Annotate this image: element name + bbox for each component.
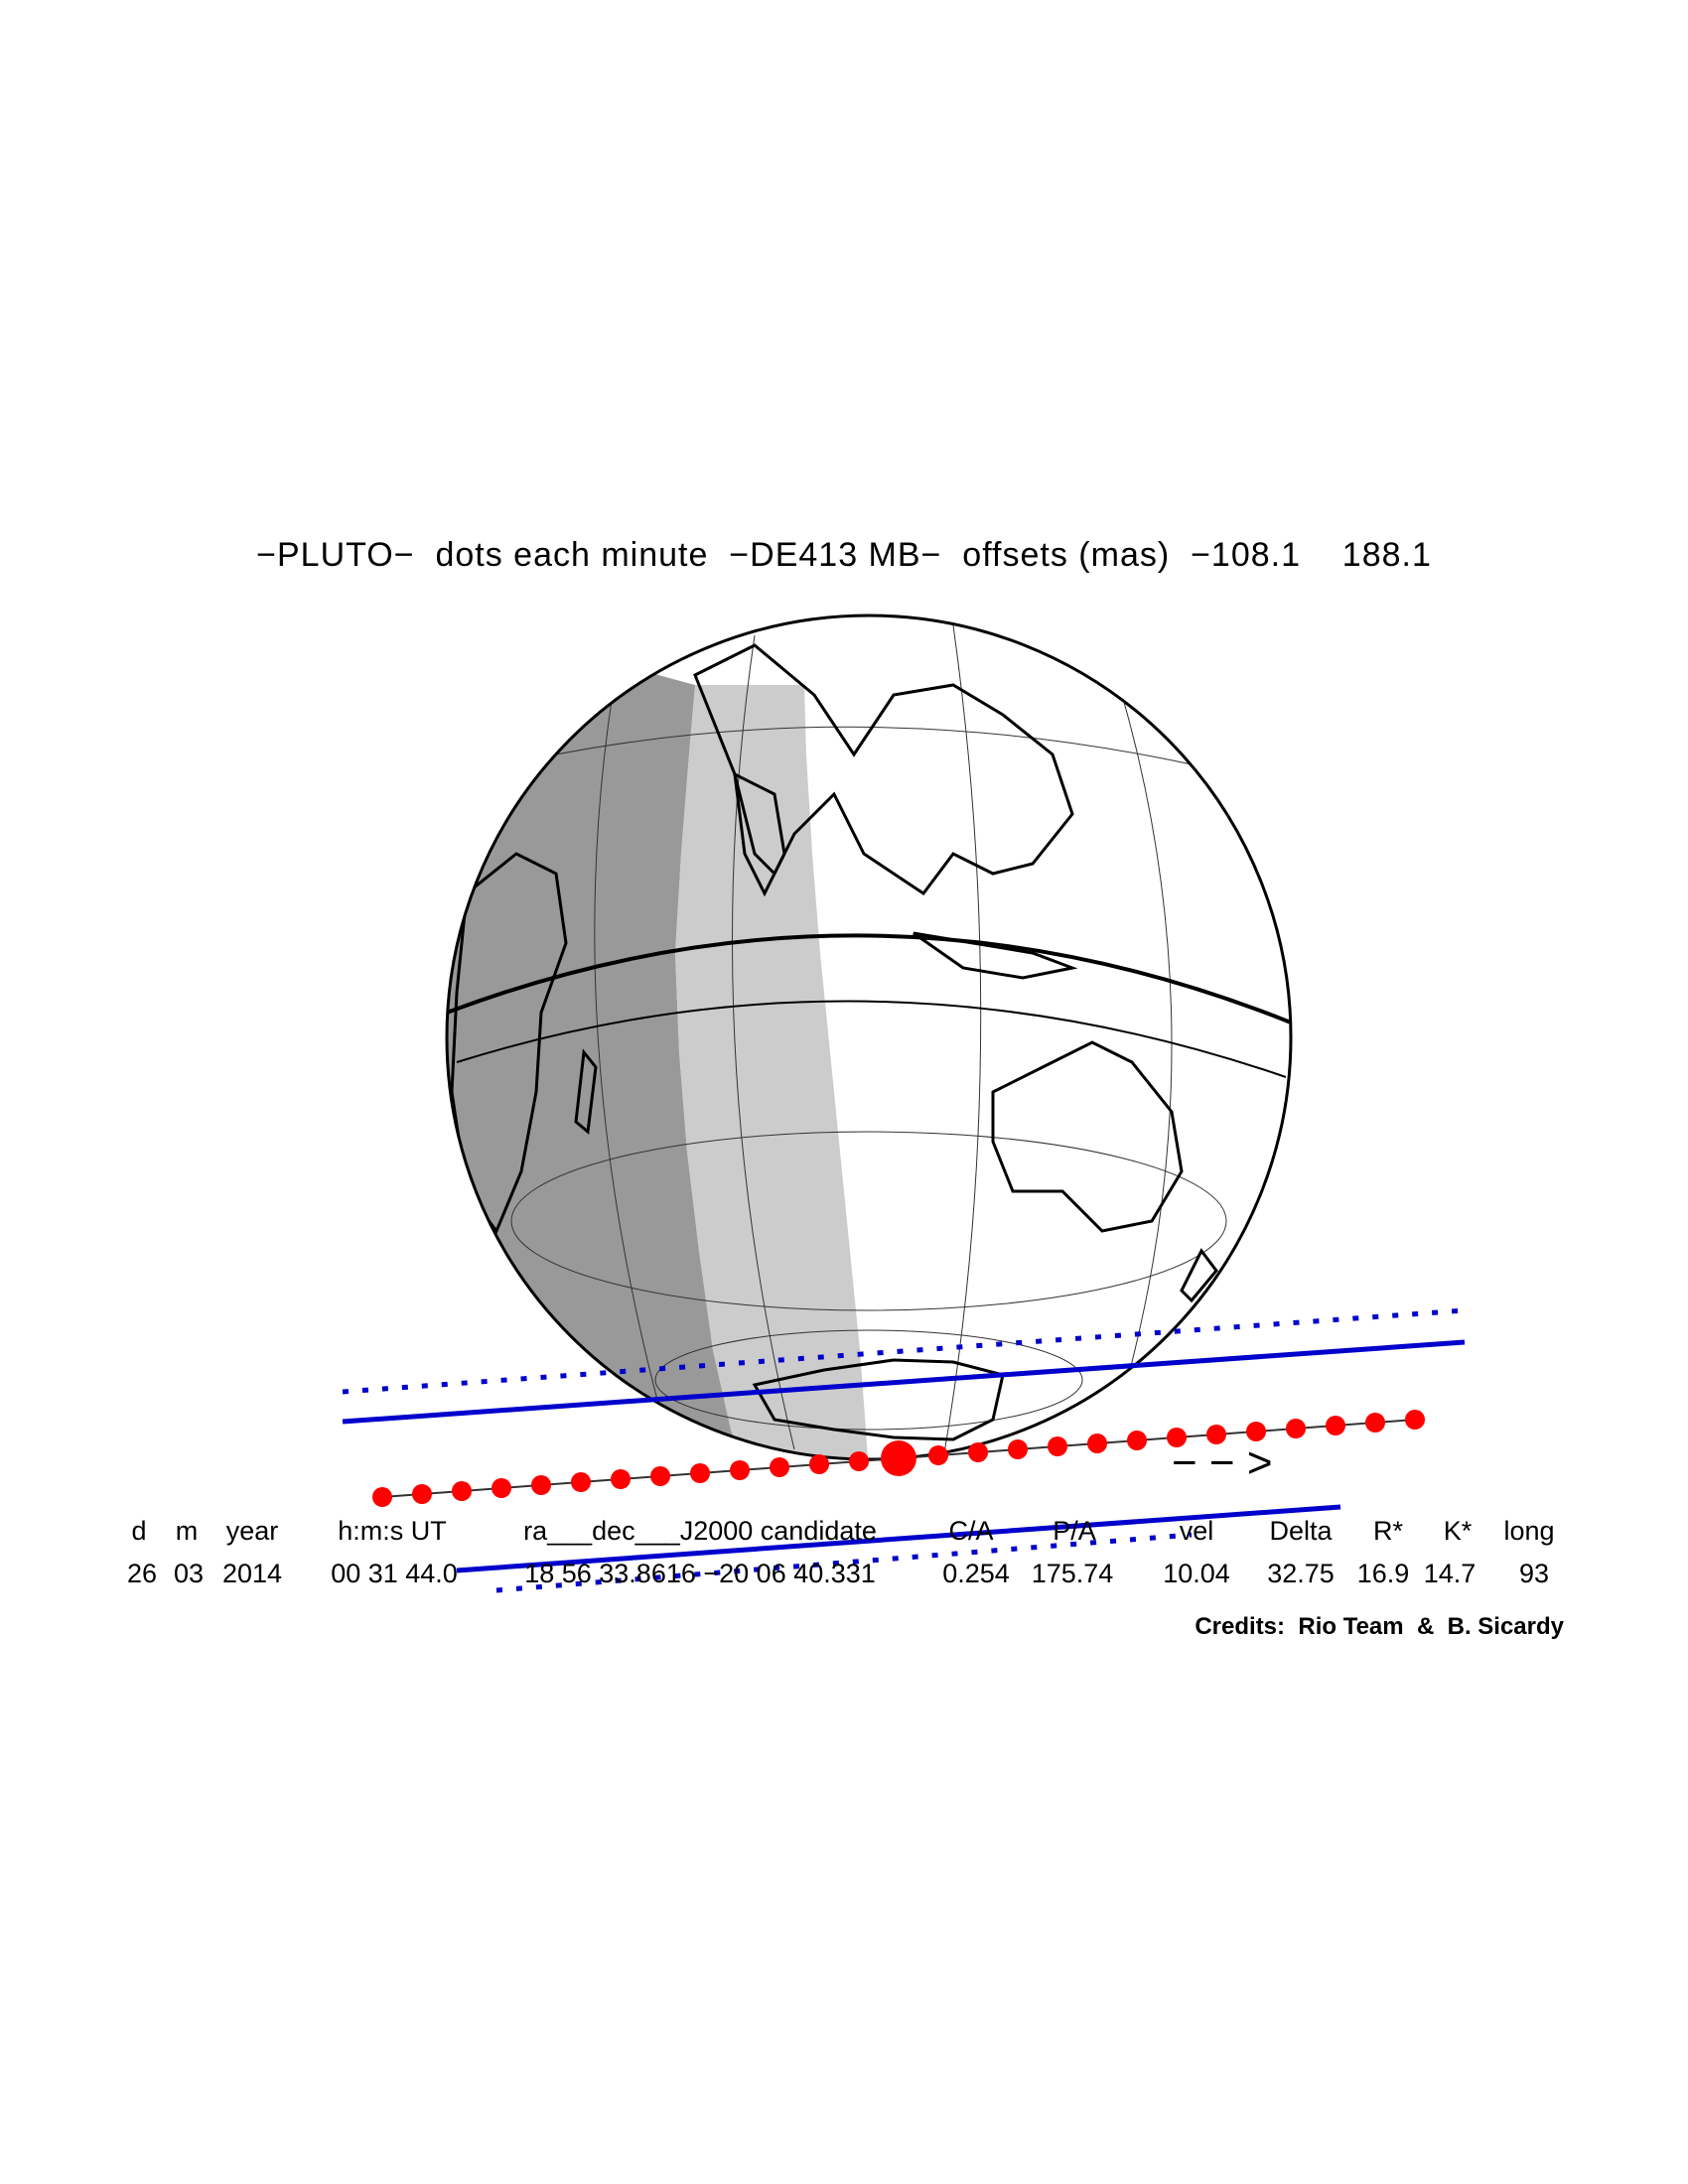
value-k-star: 14.7 bbox=[1423, 1559, 1477, 1588]
path-dot bbox=[571, 1472, 591, 1492]
graticule bbox=[510, 624, 1227, 1459]
value-long: 93 bbox=[1518, 1559, 1550, 1588]
path-dot bbox=[372, 1487, 392, 1507]
value-d: 26 bbox=[126, 1559, 158, 1588]
shadow-south-limit-dotted bbox=[495, 1532, 1193, 1593]
value-r-star: 16.9 bbox=[1356, 1559, 1410, 1588]
path-dot bbox=[730, 1460, 750, 1480]
equator-line bbox=[447, 933, 1291, 1024]
value-pa: 175.74 bbox=[1031, 1559, 1114, 1588]
shadow-limits bbox=[342, 1307, 1466, 1593]
value-coordinates: 18 56 33.8616 −20 06 40.331 bbox=[524, 1559, 876, 1588]
path-dot bbox=[1087, 1433, 1107, 1453]
path-dot bbox=[492, 1478, 511, 1498]
header-coordinates: ra___dec___J2000 candidate bbox=[523, 1516, 877, 1546]
header-delta: Delta bbox=[1269, 1516, 1333, 1546]
path-dot bbox=[1246, 1422, 1266, 1441]
shadow-north-limit bbox=[342, 1339, 1466, 1425]
path-dot bbox=[809, 1454, 829, 1474]
globe bbox=[445, 614, 1293, 1461]
path-dot bbox=[1286, 1419, 1306, 1438]
header-long: long bbox=[1503, 1516, 1555, 1546]
path-dot bbox=[412, 1484, 432, 1504]
header-ca: C/A bbox=[948, 1516, 994, 1546]
chart-title: −PLUTO− dots each minute −DE413 MB− offs… bbox=[256, 536, 1432, 574]
australia-outline bbox=[991, 1040, 1184, 1233]
value-m: 03 bbox=[173, 1559, 205, 1588]
path-dot bbox=[1365, 1413, 1385, 1433]
value-ca: 0.254 bbox=[942, 1559, 1010, 1588]
india-outline bbox=[733, 771, 786, 897]
path-dot bbox=[1127, 1431, 1147, 1450]
globe-limb bbox=[445, 614, 1293, 1461]
continents bbox=[450, 643, 1218, 1441]
shadow-south-limit bbox=[456, 1504, 1341, 1573]
header-m: m bbox=[175, 1516, 199, 1546]
path-dot bbox=[452, 1481, 472, 1501]
value-year: 2014 bbox=[221, 1559, 283, 1588]
path-dot bbox=[531, 1475, 551, 1495]
path-dot bbox=[1008, 1439, 1028, 1459]
path-dot bbox=[1206, 1425, 1226, 1444]
path-dot bbox=[849, 1451, 869, 1471]
globe-twilight-band bbox=[675, 685, 870, 1459]
path-dot bbox=[1167, 1428, 1187, 1447]
africa-outline bbox=[450, 852, 568, 1234]
indonesia-outline bbox=[913, 931, 1078, 980]
path-dot bbox=[968, 1442, 988, 1462]
path-dot bbox=[690, 1463, 710, 1483]
path-dot bbox=[1048, 1436, 1067, 1456]
header-d: d bbox=[131, 1516, 147, 1546]
path-dot bbox=[770, 1457, 789, 1477]
antarctica-outline bbox=[752, 1358, 1005, 1441]
header-year: year bbox=[225, 1516, 279, 1546]
path-dot bbox=[928, 1445, 948, 1465]
value-delta: 32.75 bbox=[1267, 1559, 1335, 1588]
path-dot bbox=[1326, 1416, 1345, 1435]
madagascar-outline bbox=[574, 1048, 598, 1135]
path-dot bbox=[650, 1466, 670, 1486]
credits: Credits: Rio Team & B. Sicardy bbox=[1195, 1613, 1564, 1640]
path-dot bbox=[1405, 1410, 1425, 1430]
value-vel: 10.04 bbox=[1163, 1559, 1230, 1588]
new-zealand-outline bbox=[1180, 1248, 1218, 1303]
tropic-line bbox=[456, 1000, 1287, 1078]
path-dot bbox=[611, 1469, 631, 1489]
direction-arrow: − − > bbox=[1172, 1438, 1273, 1487]
header-r-star: R* bbox=[1372, 1516, 1404, 1546]
value-time: 00 31 44.0 bbox=[331, 1559, 458, 1588]
header-vel: vel bbox=[1179, 1516, 1214, 1546]
central-path-dots bbox=[372, 1410, 1425, 1507]
header-k-star: K* bbox=[1443, 1516, 1473, 1546]
header-pa: P/A bbox=[1053, 1516, 1096, 1546]
closest-approach-dot bbox=[881, 1440, 916, 1476]
header-time: h:m:s UT bbox=[338, 1516, 447, 1546]
shadow-north-limit-dotted bbox=[342, 1307, 1466, 1395]
